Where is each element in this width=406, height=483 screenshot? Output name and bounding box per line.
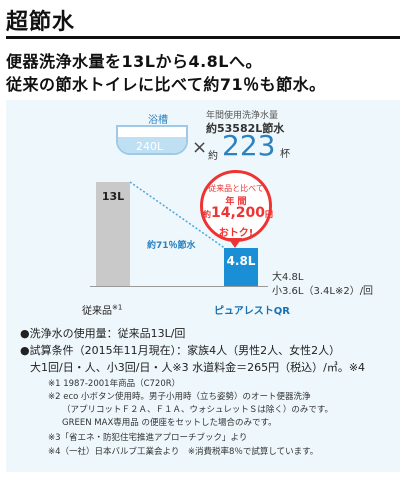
- footnote-4: ※4（一社）日本バルブ工業会より ※消費税率8％で試算しています。: [48, 447, 319, 457]
- caption-conventional-note: ※1: [112, 303, 123, 312]
- badge-approx: 約: [203, 210, 211, 219]
- badge-line-1: 従来品と比べて: [208, 184, 264, 193]
- reduction-label: 約71％節水: [147, 241, 196, 251]
- note-conditions: ●試算条件（2015年11月現在）：家族4人（男性2人、女性2人）: [20, 344, 341, 357]
- badge-line-2: 年 間: [225, 197, 247, 207]
- badge-amount-line: 約14,200円: [203, 205, 273, 221]
- footnote-2a: ※2 eco 小ボタン使用時。男子小用時（立ち姿勢）のオート便器洗浄: [48, 392, 311, 402]
- chart-baseline: [90, 286, 268, 287]
- bathtub-count: 223: [222, 129, 276, 162]
- bar-conventional: [96, 182, 130, 286]
- caption-purerest-qr: ピュアレストQR: [214, 306, 291, 317]
- badge-yen: 円: [265, 210, 274, 219]
- badge-amount: 14,200: [211, 205, 266, 221]
- bar-purerest-qr-value: 4.8L: [226, 253, 256, 268]
- bathtub-label: 浴槽: [148, 115, 168, 126]
- annual-caption: 年間使用洗浄水量: [206, 111, 279, 121]
- headline-2: 従来の節水トイレに比べて約71％も節水。: [6, 75, 326, 94]
- caption-conventional: 従来品※1: [82, 302, 122, 317]
- footnote-2c: GREEN MAX専用品 の便座をセットした場合のみです。: [62, 418, 277, 428]
- approx-label: 約: [208, 151, 218, 162]
- footnote-2b: （アプリコットＦ２Ａ、Ｆ１Ａ、ウォシュレットＳは除く）のみです。: [62, 405, 333, 415]
- note-usage: ●洗浄水の使用量：従来品13L/回: [20, 327, 186, 340]
- times-symbol: ×: [192, 137, 208, 158]
- bathtub-icon: [116, 125, 188, 155]
- headline-1: 便器洗浄水量を13Lから4.8Lへ。: [6, 52, 263, 71]
- badge-pointer: [228, 238, 242, 248]
- title-divider: [6, 36, 400, 39]
- caption-conventional-text: 従来品: [82, 306, 112, 317]
- section-title: 超節水: [6, 10, 76, 35]
- qr-small-flush: 小3.6L（3.4L※2）/回: [272, 286, 374, 297]
- qr-large-flush: 大4.8L: [272, 272, 304, 283]
- annual-total: 約53582L節水: [206, 122, 285, 135]
- count-unit: 杯: [280, 149, 290, 160]
- footnote-1: ※1 1987-2001年商品（C720R）: [48, 379, 181, 389]
- badge-line-4: おトク!: [218, 228, 254, 239]
- footnote-3: ※3「省エネ・防犯住宅推進アプローチブック」より: [48, 433, 248, 443]
- bar-conventional-value: 13L: [101, 190, 125, 203]
- bar-purerest-qr: [224, 247, 258, 286]
- note-conditions-2: 大1回/日・人、小3回/日・人※3 水道料金＝265円（税込）/㎥。※4: [30, 361, 366, 374]
- savings-badge: 従来品と比べて 年 間 約14,200円 おトク!: [200, 170, 273, 242]
- bathtub-volume: 240L: [136, 140, 164, 153]
